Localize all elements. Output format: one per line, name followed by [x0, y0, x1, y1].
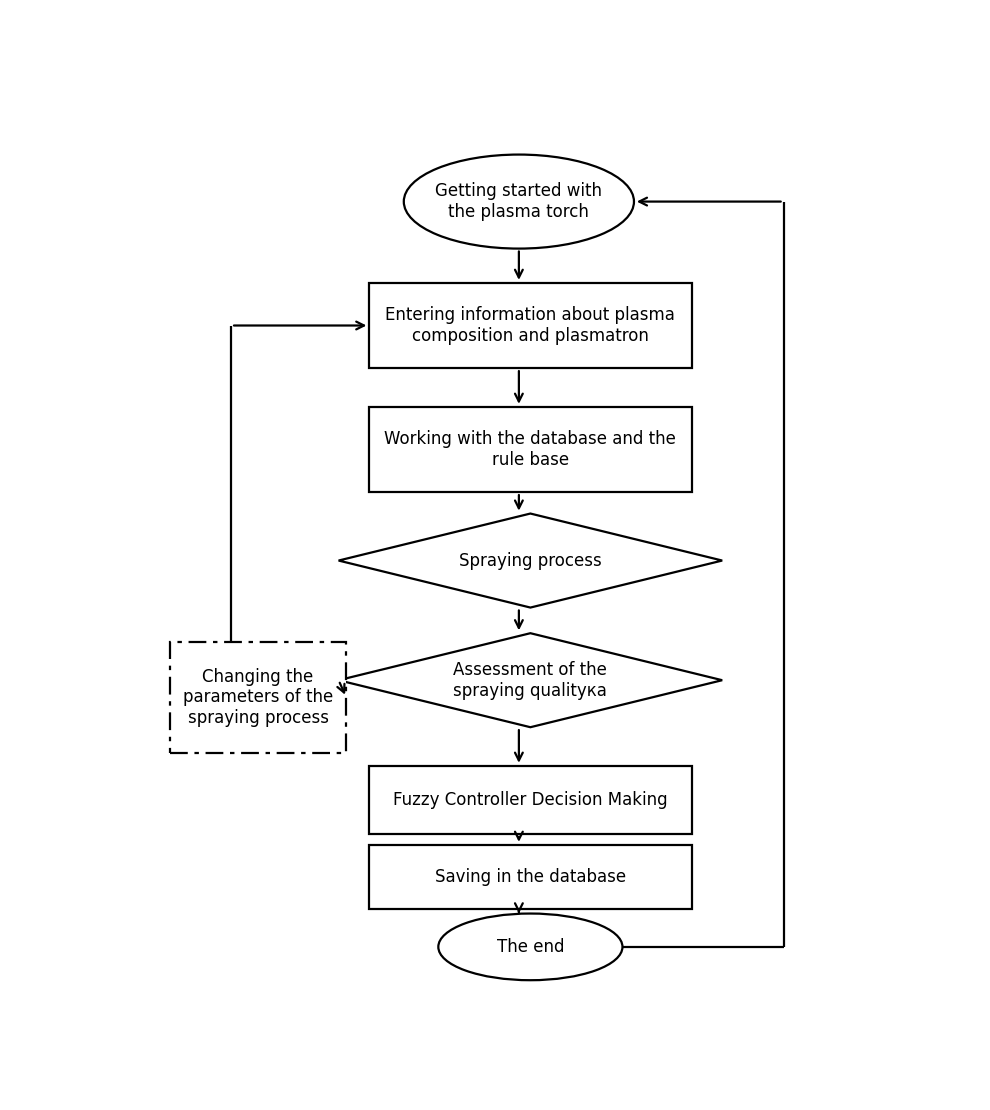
- Ellipse shape: [439, 914, 623, 980]
- Text: Entering information about plasma
composition and plasmatron: Entering information about plasma compos…: [385, 306, 675, 345]
- Bar: [369, 406, 691, 492]
- Bar: [369, 283, 691, 369]
- Bar: [170, 642, 346, 753]
- Text: Assessment of the
spraying qualityка: Assessment of the spraying qualityка: [453, 660, 607, 699]
- Polygon shape: [339, 633, 723, 727]
- Text: Spraying process: Spraying process: [459, 552, 602, 569]
- Bar: [369, 845, 691, 909]
- Text: Fuzzy Controller Decision Making: Fuzzy Controller Decision Making: [393, 790, 667, 809]
- Text: Saving in the database: Saving in the database: [435, 868, 626, 886]
- Text: Getting started with
the plasma torch: Getting started with the plasma torch: [436, 182, 602, 221]
- Bar: [369, 766, 691, 834]
- Polygon shape: [339, 514, 723, 607]
- Text: Working with the database and the
rule base: Working with the database and the rule b…: [384, 430, 676, 468]
- Ellipse shape: [404, 154, 634, 249]
- Text: Changing the
parameters of the
spraying process: Changing the parameters of the spraying …: [183, 667, 334, 727]
- Text: The end: The end: [497, 938, 564, 956]
